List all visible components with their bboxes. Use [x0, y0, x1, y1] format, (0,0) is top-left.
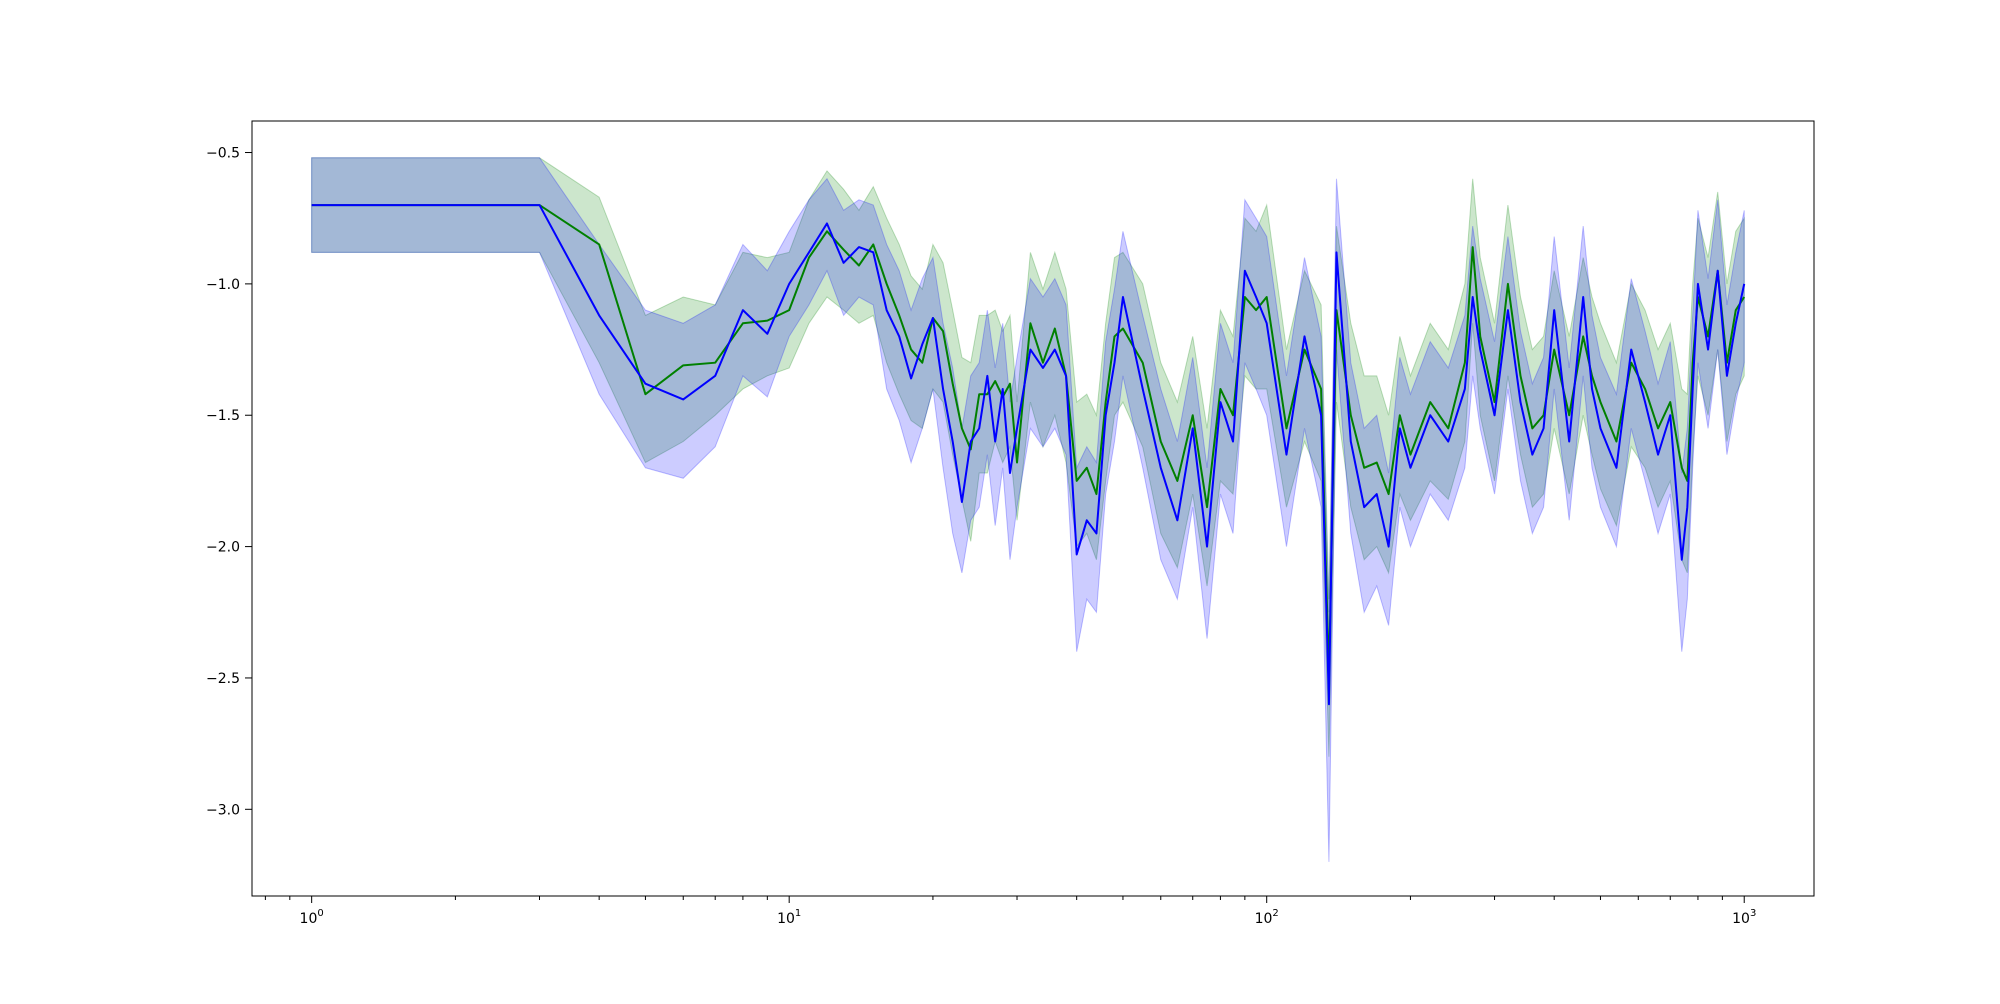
y-tick-label: −3.0 [206, 802, 240, 818]
y-tick-label: −1.0 [206, 277, 240, 293]
x-axis: 100 101 102 103 [264, 896, 1756, 927]
confidence-bands [311, 157, 1745, 862]
series-1-band [311, 157, 1745, 757]
series-lines [311, 204, 1746, 706]
series-2-band [311, 157, 1745, 862]
x-tick-label: 101 [777, 908, 801, 927]
y-axis: −0.5 −1.0 −1.5 −2.0 −2.5 −3.0 [206, 146, 252, 818]
y-tick-label: −0.5 [206, 146, 240, 162]
x-tick-label: 100 [300, 908, 324, 927]
y-tick-label: −2.0 [206, 540, 240, 556]
y-tick-label: −2.5 [206, 671, 240, 687]
series-2-line [311, 204, 1746, 706]
series-1-line [311, 204, 1746, 679]
x-tick-label: 103 [1732, 908, 1756, 927]
x-tick-label: 102 [1255, 908, 1279, 927]
y-tick-label: −1.5 [206, 408, 240, 424]
plot-area-frame [251, 120, 1815, 897]
